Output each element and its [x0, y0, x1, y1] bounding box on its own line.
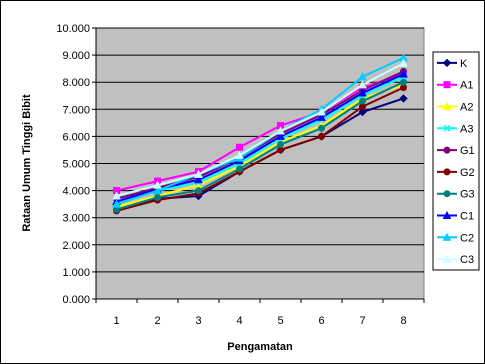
legend-marker — [443, 190, 451, 198]
legend-label: C3 — [460, 254, 474, 266]
data-point — [276, 131, 285, 140]
legend-label: G1 — [460, 145, 475, 157]
data-point — [399, 58, 408, 67]
legend-item-g3: G3 — [437, 189, 475, 201]
x-tick-label: 2 — [154, 315, 160, 327]
legend-item-g2: G2 — [437, 167, 475, 179]
legend-item-c2: C2 — [437, 232, 474, 244]
legend-marker — [443, 124, 451, 132]
data-point — [195, 187, 202, 195]
series-line — [116, 62, 404, 197]
legend-box — [432, 51, 480, 271]
legend-marker — [443, 81, 451, 89]
y-tick-label: 7.000 — [62, 104, 90, 116]
legend-item-c1: C1 — [437, 211, 474, 223]
series-layer — [112, 53, 408, 215]
legend-marker — [443, 146, 451, 154]
legend-item-a2: A2 — [437, 102, 473, 114]
legend-item-a1: A1 — [437, 80, 473, 92]
legend-item-g1: G1 — [437, 145, 475, 157]
data-point — [153, 180, 162, 189]
data-point — [236, 165, 243, 173]
legend-label: G2 — [460, 167, 475, 179]
legend-label: A2 — [460, 102, 473, 114]
legend-label: K — [460, 58, 468, 70]
data-point — [358, 72, 367, 81]
series-line — [116, 83, 404, 208]
legend: K A1 A2 A3 G1 G2 G3 C1 C2 C3 — [432, 51, 480, 271]
x-axis-title: Pengamatan — [227, 341, 293, 353]
data-point — [235, 150, 244, 159]
y-tick-label: 3.000 — [62, 213, 90, 225]
legend-item-k: K — [437, 58, 468, 70]
y-tick-label: 8.000 — [62, 77, 90, 89]
legend-label: G3 — [460, 189, 475, 201]
data-point — [194, 175, 203, 184]
y-tick-label: 6.000 — [62, 131, 90, 143]
y-axis-title: Rataan Umum Tinggi Bibit — [21, 94, 33, 232]
series-line — [116, 70, 404, 200]
legend-label: C1 — [460, 211, 474, 223]
legend-label: C2 — [460, 232, 474, 244]
data-point — [318, 124, 325, 132]
data-point — [112, 199, 121, 208]
data-point — [318, 132, 325, 140]
data-point — [276, 126, 285, 135]
data-point — [112, 191, 121, 200]
data-point — [399, 94, 408, 103]
y-tick-label: 1.000 — [62, 267, 90, 279]
data-point — [400, 78, 407, 86]
x-tick-label: 6 — [318, 315, 324, 327]
data-point — [236, 143, 243, 151]
legend-item-c3: C3 — [437, 254, 474, 266]
series-c3 — [112, 58, 408, 200]
legend-marker — [443, 168, 451, 176]
series-line — [116, 73, 404, 192]
x-tick-label: 1 — [113, 315, 119, 327]
data-point — [194, 169, 203, 178]
legend-label: A3 — [460, 123, 473, 135]
series-g3 — [113, 78, 407, 214]
data-point — [277, 141, 284, 149]
y-tick-label: 2.000 — [62, 240, 90, 252]
data-point — [317, 112, 326, 121]
y-tick-label: 10.000 — [56, 23, 90, 35]
y-tick-label: 9.000 — [62, 50, 90, 62]
data-point — [317, 107, 326, 116]
legend-marker — [442, 232, 452, 241]
x-tick-label: 4 — [236, 315, 242, 327]
data-point — [154, 193, 161, 201]
x-tick-label: 8 — [400, 315, 406, 327]
legend-item-a3: A3 — [437, 123, 473, 135]
data-point — [358, 80, 367, 89]
legend-marker — [442, 254, 452, 263]
series-line — [116, 75, 404, 203]
legend-marker — [442, 101, 452, 110]
data-point — [399, 69, 408, 78]
y-tick-label: 5.000 — [62, 159, 90, 171]
legend-marker — [442, 58, 452, 68]
series-line — [116, 86, 404, 212]
data-point — [359, 97, 366, 105]
x-tick-label: 3 — [195, 315, 201, 327]
legend-marker — [442, 210, 452, 219]
x-tick-label: 5 — [277, 315, 283, 327]
data-point — [358, 107, 367, 117]
series-line — [116, 81, 404, 211]
series-line — [116, 56, 404, 206]
data-point — [358, 88, 367, 97]
axes — [92, 27, 425, 303]
tick-labels: 0.000 1.000 2.000 3.000 4.000 5.000 6.000 7.000… — [56, 23, 406, 327]
x-tick-label: 7 — [359, 315, 365, 327]
data-point — [153, 186, 162, 195]
y-tick-label: 0.000 — [62, 294, 90, 306]
legend-label: A1 — [460, 80, 473, 92]
y-tick-label: 4.000 — [62, 186, 90, 198]
